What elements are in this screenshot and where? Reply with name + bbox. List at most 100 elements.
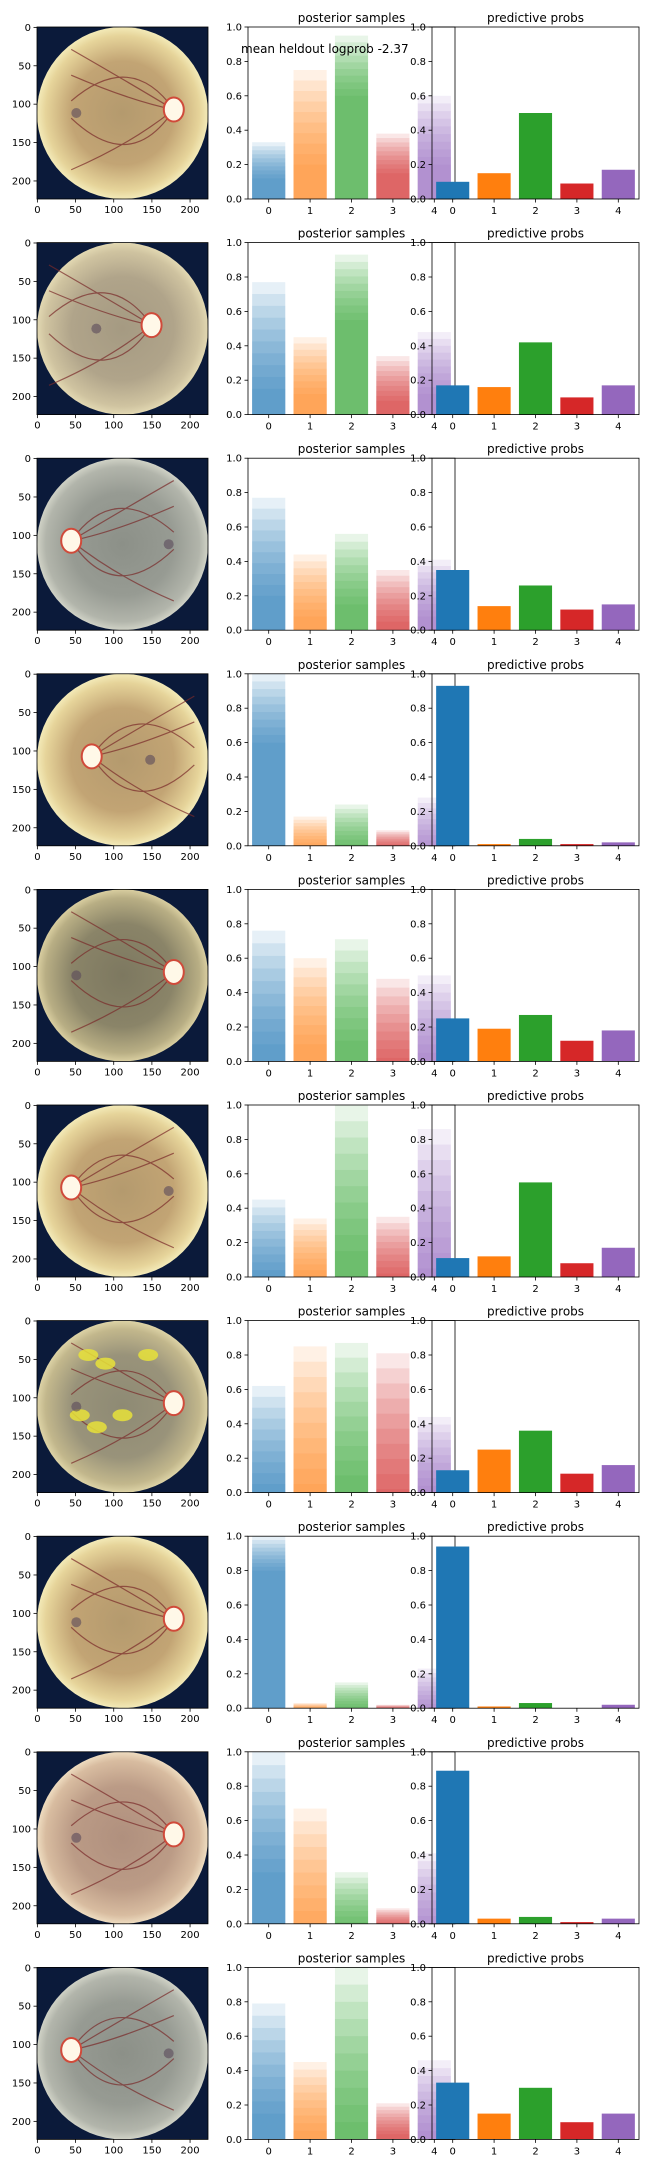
y-tick-label: 0 [25,885,31,896]
posterior-sample-bar-3 [376,164,410,199]
posterior-sample-bar-0 [252,955,286,1062]
retina-disc [37,242,208,415]
posterior-sample-bar-1 [293,958,327,1062]
x-tick-label-3: 3 [574,422,580,433]
posterior-sample-bar-0 [252,317,286,415]
x-tick-label-1: 1 [491,1068,497,1079]
posterior-sample-bar-2 [334,1169,369,1277]
x-tick-label-0: 0 [266,1715,272,1726]
posterior-sample-bar-2 [334,312,369,415]
figure-row-6: 0050501001001501502002000.00.20.40.60.81… [12,1089,640,1295]
predictive-bar-3 [560,609,594,631]
posterior-sample-bar-3 [376,840,410,846]
predictive-probs-chart-7: 0.0 0.2 0.4 0.6 0.8 1.0 predictive probs 0 1 2 3 4 [410,1305,640,1511]
posterior-sample-bar-0 [252,1562,286,1709]
posterior-sample-bar-0 [252,742,286,846]
x-tick-label: 200 [181,1930,200,1941]
x-tick-label-1: 1 [491,1931,497,1942]
posterior-sample-bar-1 [293,1044,327,1062]
posterior-sample-bar-3 [376,385,410,415]
y-tick-label: 0.6 [410,1601,426,1612]
posterior-sample-bar-2 [334,35,369,199]
image-frame [36,1104,209,1278]
y-tick-label: 0.6 [226,1169,242,1180]
vessel [70,1402,175,1439]
posterior-sample-bar-2 [334,1894,369,1924]
posterior-sample-bar-2 [334,2105,369,2140]
x-tick-label-4: 4 [615,206,621,217]
posterior-sample-bar-3 [376,155,410,199]
y-tick-label: 0.4 [226,1851,242,1862]
y-tick-label: 1.0 [410,885,426,896]
y-tick-label: 0.8 [226,1351,242,1362]
x-tick-label-1: 1 [307,637,313,648]
posterior-sample-bar-1 [293,561,327,631]
x-tick-label: 200 [181,1714,200,1725]
posterior-sample-bar-1 [293,1453,327,1493]
posterior-sample-bar-2 [334,1105,369,1277]
y-tick-label: 200 [12,1039,31,1050]
y-tick-label: 0.8 [410,919,426,930]
x-tick-label: 100 [104,1283,123,1294]
posterior-sample-bar-3 [376,1031,410,1062]
posterior-sample-bar-3 [376,366,410,415]
posterior-sample-bar-2 [334,1153,369,1277]
posterior-sample-bar-1 [293,842,327,846]
y-tick-label: 0.2 [226,1238,242,1249]
posterior-sample-bar-2 [334,541,369,631]
x-tick-label: 100 [104,2145,123,2156]
posterior-sample-bar-1 [293,1885,327,1924]
y-tick-label: 200 [12,2117,31,2128]
x-tick-label-0: 0 [450,2146,456,2157]
posterior-sample-bar-2 [334,961,369,1062]
y-tick-label: 0 [25,1748,31,1759]
x-tick-label: 150 [142,1067,161,1078]
posterior-sample-bar-2 [334,1018,369,1062]
posterior-sample-bar-3 [376,1254,410,1277]
posterior-sample-bar-2 [334,1342,369,1493]
predictive-bar-2 [518,1916,553,1924]
posterior-sample-bar-0 [252,1396,286,1493]
x-tick-label-2: 2 [348,422,354,433]
posterior-sample-bar-1 [293,554,327,631]
y-tick-label: 0.6 [410,738,426,749]
vessel [70,2049,175,2111]
posterior-sample-bar-0 [252,673,286,846]
posterior-sample-bar-1 [293,1703,327,1709]
posterior-sample-bar-0 [252,1031,286,1062]
optic-disc [80,743,103,770]
predictive-probs-title: predictive probs [487,1089,584,1103]
y-tick-label: 0.8 [226,1566,242,1577]
exudate-spot [112,1409,133,1422]
y-tick-label: 0.6 [410,954,426,965]
posterior-sample-bar-1 [293,2107,327,2140]
posterior-sample-bar-0 [252,1270,286,1277]
posterior-sample-bar-3 [376,1704,410,1709]
posterior-sample-bar-0 [252,574,286,631]
posterior-sample-bar-2 [334,995,369,1062]
vessel [70,540,175,602]
posterior-sample-bar-2 [334,1387,369,1493]
posterior-sample-bar-3 [376,2110,410,2140]
posterior-sample-bar-4 [417,1129,451,1277]
x-tick-label-1: 1 [491,2146,497,2157]
figure-row-10: 0050501001001501502002000.00.20.40.60.81… [12,1951,640,2157]
y-tick-label: 0.0 [410,410,426,421]
posterior-sample-bar-2 [334,604,369,631]
posterior-sample-bar-2 [334,1372,369,1493]
posterior-sample-bar-1 [293,2130,327,2140]
posterior-sample-bar-2 [334,830,369,846]
x-tick-label-2: 2 [348,637,354,648]
posterior-sample-bar-1 [293,112,327,199]
posterior-sample-bar-0 [252,2064,286,2140]
y-tick-label: 0.8 [226,704,242,715]
posterior-sample-bar-0 [252,353,286,415]
posterior-sample-bar-1 [293,836,327,846]
posterior-sample-bar-0 [252,376,286,415]
y-tick-label: 1.0 [410,238,426,249]
optic-disc [162,1390,185,1417]
posterior-sample-bar-2 [334,1202,369,1277]
y-tick-label: 0.6 [226,738,242,749]
posterior-sample-bar-3 [376,1383,410,1493]
x-tick-label-1: 1 [491,1715,497,1726]
